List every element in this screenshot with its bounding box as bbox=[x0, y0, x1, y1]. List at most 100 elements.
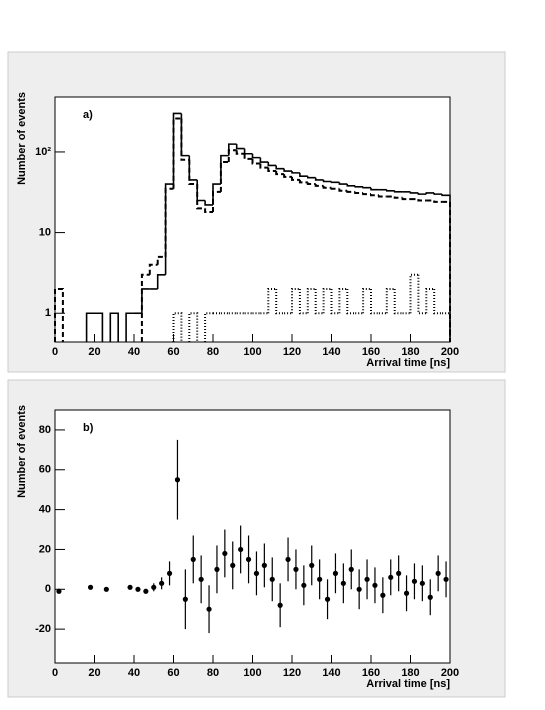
data-point bbox=[388, 574, 394, 580]
data-point bbox=[174, 477, 181, 483]
data-point bbox=[317, 576, 323, 582]
x-tick-label: 100 bbox=[243, 667, 261, 679]
data-point bbox=[230, 562, 236, 568]
histogram-bin bbox=[164, 187, 174, 257]
histogram-bin bbox=[275, 165, 285, 170]
panel-label: a) bbox=[83, 109, 93, 121]
histogram-bin bbox=[314, 177, 324, 181]
data-point bbox=[293, 566, 299, 572]
histogram-bin bbox=[409, 191, 419, 194]
data-point bbox=[166, 570, 173, 576]
histogram-bin bbox=[212, 190, 221, 213]
histogram-bin bbox=[322, 185, 332, 189]
data-point bbox=[396, 570, 402, 576]
histogram-bin bbox=[156, 273, 166, 289]
histogram-bin bbox=[417, 192, 427, 195]
x-axis-label: Arrival time [ns] bbox=[366, 678, 450, 690]
data-point bbox=[143, 588, 149, 594]
histogram-bin bbox=[267, 167, 277, 173]
histogram-bin bbox=[346, 184, 356, 187]
y-tick-label: 0 bbox=[45, 583, 51, 595]
x-tick-label: 80 bbox=[207, 667, 219, 679]
histogram-bin bbox=[196, 184, 206, 210]
histogram-bin bbox=[156, 255, 166, 265]
histogram-bin bbox=[204, 208, 213, 214]
data-point bbox=[301, 582, 307, 588]
data-point bbox=[103, 586, 109, 592]
histogram-bin bbox=[235, 144, 245, 150]
histogram-bin bbox=[148, 263, 158, 275]
x-tick-label: 60 bbox=[167, 667, 179, 679]
x-tick-label: 80 bbox=[207, 346, 219, 358]
histogram-bin bbox=[212, 183, 221, 205]
histogram-bin bbox=[275, 288, 285, 315]
x-tick-label: 200 bbox=[441, 346, 459, 358]
x-tick-label: 40 bbox=[128, 346, 140, 358]
data-point bbox=[87, 584, 94, 590]
data-point bbox=[253, 570, 260, 576]
x-tick-label: 60 bbox=[167, 346, 179, 358]
histogram-bin bbox=[385, 287, 395, 314]
x-tick-label: 100 bbox=[243, 346, 261, 358]
data-point bbox=[127, 584, 133, 590]
histogram-bin bbox=[354, 191, 364, 194]
data-point bbox=[214, 566, 220, 572]
histogram-bin bbox=[393, 288, 403, 315]
histogram-bin bbox=[393, 190, 403, 193]
x-tick-label: 200 bbox=[441, 667, 459, 679]
histogram-bin bbox=[409, 273, 419, 314]
data-point bbox=[309, 562, 315, 568]
histogram-bin bbox=[370, 288, 379, 315]
data-point bbox=[56, 588, 62, 594]
histogram-bin bbox=[370, 194, 379, 197]
y-tick-label: -20 bbox=[35, 623, 51, 635]
data-point bbox=[277, 602, 283, 608]
histogram-bin bbox=[235, 150, 245, 155]
histogram-bin bbox=[354, 185, 364, 188]
histogram-bin bbox=[330, 181, 340, 184]
histogram-bin bbox=[275, 171, 285, 176]
histogram-bin bbox=[330, 187, 340, 190]
y-tick-label: 40 bbox=[39, 504, 51, 516]
histogram-bin bbox=[307, 176, 316, 179]
histogram-bin bbox=[386, 189, 395, 192]
histogram-bin bbox=[172, 117, 182, 189]
histogram-bin bbox=[370, 187, 379, 191]
histogram-bin bbox=[259, 163, 269, 169]
histogram-bin bbox=[299, 172, 308, 178]
histogram-bin bbox=[338, 182, 348, 185]
histogram-bin bbox=[417, 199, 427, 202]
y-tick-label: 10² bbox=[35, 146, 51, 158]
histogram-bin bbox=[125, 312, 134, 342]
y-tick-label: 60 bbox=[39, 464, 51, 476]
histogram-bin bbox=[322, 179, 332, 183]
histogram-bin bbox=[54, 287, 64, 342]
data-point bbox=[443, 576, 449, 582]
histogram-bin bbox=[243, 153, 253, 160]
x-tick-label: 120 bbox=[283, 667, 301, 679]
x-tick-label: 40 bbox=[128, 667, 140, 679]
data-point bbox=[182, 596, 188, 602]
x-tick-label: 20 bbox=[88, 346, 100, 358]
x-tick-label: 20 bbox=[88, 667, 100, 679]
histogram-bin bbox=[298, 179, 308, 184]
data-point bbox=[261, 562, 267, 568]
x-tick-label: 140 bbox=[322, 346, 340, 358]
histogram-bin bbox=[188, 159, 198, 186]
histogram-bin bbox=[267, 287, 277, 314]
histogram-bin bbox=[346, 190, 356, 193]
histogram-bin bbox=[306, 182, 316, 186]
histogram-bin bbox=[330, 288, 340, 315]
histogram-bin bbox=[251, 153, 261, 159]
histogram-bin bbox=[393, 196, 403, 199]
histogram-bin bbox=[267, 162, 277, 167]
histogram-bin bbox=[283, 168, 292, 172]
histogram-bin bbox=[291, 176, 300, 181]
histogram-bin bbox=[433, 192, 443, 195]
y-tick-label: 80 bbox=[39, 424, 51, 436]
histogram-bin bbox=[417, 274, 427, 315]
histogram-bin bbox=[204, 312, 213, 342]
histogram-bin bbox=[283, 174, 292, 178]
data-point bbox=[332, 570, 339, 576]
